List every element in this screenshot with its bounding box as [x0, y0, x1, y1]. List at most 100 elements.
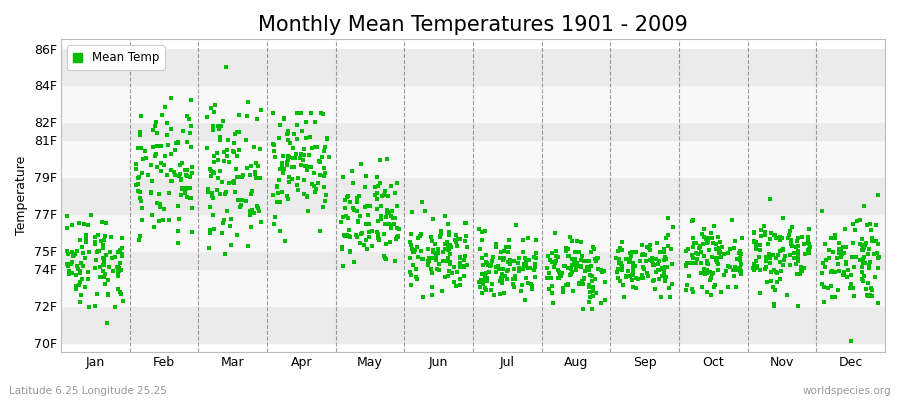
Point	[341, 233, 356, 240]
Point	[544, 283, 559, 290]
Point	[856, 245, 870, 252]
Point	[832, 240, 846, 246]
Point	[298, 163, 312, 169]
Point	[418, 208, 433, 214]
Y-axis label: Temperature: Temperature	[15, 156, 28, 235]
Point	[433, 234, 447, 241]
Point	[586, 284, 600, 290]
Point	[346, 205, 360, 211]
Point	[489, 242, 503, 248]
Point	[416, 256, 430, 262]
Point	[522, 265, 536, 271]
Point	[860, 286, 874, 292]
Point	[276, 152, 291, 159]
Point	[644, 255, 659, 261]
Point	[747, 228, 761, 235]
Point	[101, 277, 115, 283]
Point	[699, 260, 714, 266]
Point	[709, 257, 724, 263]
Point	[586, 292, 600, 299]
Point	[93, 274, 107, 280]
Point	[639, 258, 653, 264]
Point	[684, 260, 698, 266]
Point	[688, 240, 703, 246]
Point	[685, 252, 699, 258]
Point	[518, 297, 533, 304]
Point	[711, 261, 725, 267]
Point	[307, 170, 321, 176]
Point	[426, 247, 440, 254]
Point	[824, 235, 839, 242]
Point	[569, 266, 583, 273]
Point	[734, 268, 748, 274]
Point	[472, 226, 486, 232]
Point	[644, 247, 658, 254]
Point	[472, 279, 486, 286]
Point	[793, 271, 807, 277]
Point	[65, 249, 79, 255]
Point	[379, 240, 393, 247]
Point	[688, 259, 703, 266]
Point	[78, 255, 93, 261]
Point	[697, 253, 711, 259]
Point	[312, 172, 327, 178]
Point	[774, 268, 788, 274]
Point	[72, 219, 86, 226]
Point	[767, 303, 781, 309]
Point	[68, 272, 83, 278]
Point	[105, 254, 120, 261]
Point	[206, 127, 220, 134]
Point	[657, 270, 671, 276]
Point	[104, 249, 118, 256]
Point	[634, 242, 649, 248]
Point	[751, 263, 765, 269]
Point	[476, 262, 491, 268]
Point	[589, 290, 603, 296]
Point	[176, 128, 190, 135]
Point	[868, 238, 883, 244]
Point	[665, 260, 680, 267]
Point	[206, 159, 220, 165]
Point	[758, 266, 772, 273]
Point	[221, 158, 236, 165]
Point	[610, 248, 625, 254]
Point	[651, 260, 665, 267]
Point	[518, 259, 533, 265]
Point	[233, 197, 248, 203]
Point	[302, 152, 316, 158]
Point	[493, 290, 508, 297]
Point	[440, 239, 454, 246]
Point	[545, 258, 560, 265]
Point	[388, 215, 402, 221]
Point	[508, 221, 523, 228]
Point	[359, 172, 374, 179]
Point	[489, 241, 503, 248]
Point	[690, 251, 705, 258]
Point	[449, 268, 464, 275]
Point	[359, 236, 374, 243]
Point	[697, 226, 711, 232]
Point	[179, 185, 194, 192]
Point	[837, 272, 851, 278]
Point	[516, 249, 530, 256]
Point	[709, 254, 724, 261]
Point	[831, 260, 845, 267]
Point	[561, 246, 575, 253]
Point	[274, 189, 289, 196]
Point	[221, 136, 236, 143]
Point	[728, 264, 742, 270]
Point	[784, 237, 798, 243]
Point	[228, 131, 242, 138]
Point	[656, 249, 670, 255]
Point	[133, 145, 148, 152]
Point	[765, 284, 779, 290]
Point	[706, 235, 720, 241]
Point	[522, 257, 536, 263]
Point	[855, 236, 869, 243]
Point	[687, 260, 701, 266]
Point	[350, 208, 365, 214]
Point	[652, 266, 666, 273]
Point	[318, 170, 332, 176]
Point	[365, 243, 380, 249]
Point	[546, 264, 561, 271]
